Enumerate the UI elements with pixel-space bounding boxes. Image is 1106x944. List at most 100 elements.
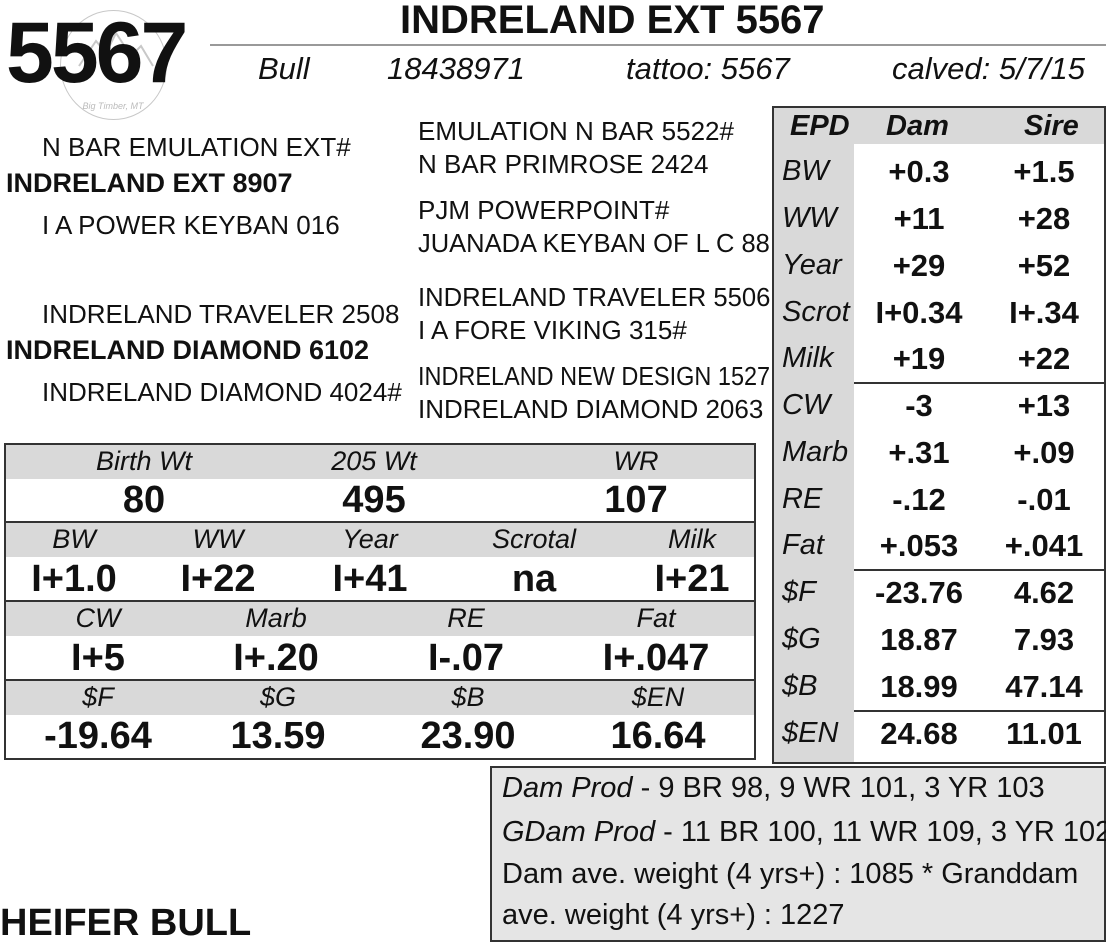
perf-label: $F bbox=[82, 682, 114, 712]
epd-dam-value: +.31 bbox=[888, 435, 950, 470]
epd-dam-value: 18.99 bbox=[880, 669, 958, 704]
epd-row: CW -3 +13 bbox=[774, 384, 1104, 430]
dam-production-text: - 9 BR 98, 9 WR 101, 3 YR 103 bbox=[632, 772, 1045, 804]
pedigree-sd-sire: PJM POWERPOINT# bbox=[418, 195, 670, 225]
perf-label: Scrotal bbox=[491, 524, 577, 554]
epd-dam-value: +0.3 bbox=[888, 154, 950, 189]
epd-row-name: BW bbox=[782, 155, 829, 187]
perf-value: 23.90 bbox=[420, 715, 516, 757]
epd-sire-value: +52 bbox=[1017, 248, 1071, 283]
perf-value: 107 bbox=[604, 479, 668, 521]
dam-production: Dam Prod - 9 BR 98, 9 WR 101, 3 YR 103 bbox=[502, 772, 1045, 805]
perf-label: $B bbox=[451, 682, 485, 712]
epd-row: Scrot I+0.34 I+.34 bbox=[774, 291, 1104, 337]
perf-value: I+5 bbox=[71, 637, 125, 679]
epd-row-name: Scrot bbox=[782, 296, 850, 328]
perf-value: na bbox=[511, 558, 557, 600]
epd-row: $F -23.76 4.62 bbox=[774, 571, 1104, 617]
epd-row-name: Milk bbox=[782, 342, 834, 374]
lot-number: 5567 bbox=[6, 5, 188, 101]
epd-dam-value: I+0.34 bbox=[875, 295, 963, 330]
epd-sire-value: 11.01 bbox=[1006, 716, 1082, 751]
perf-label: $G bbox=[259, 682, 297, 712]
sex: Bull bbox=[258, 51, 310, 86]
pedigree-dam: INDRELAND DIAMOND 6102 bbox=[6, 335, 370, 365]
epd-sire-value: 7.93 bbox=[1013, 622, 1075, 657]
perf-label: Fat bbox=[636, 603, 676, 633]
epd-row: Marb +.31 +.09 bbox=[774, 431, 1104, 477]
pedigree-ds-sire: INDRELAND TRAVELER 5506 bbox=[418, 282, 771, 312]
perf-value: 80 bbox=[122, 479, 166, 521]
epd-row: Milk +19 +22 bbox=[774, 337, 1104, 383]
pedigree-dam-dam: INDRELAND DIAMOND 4024# bbox=[42, 377, 402, 407]
epd-row-name: $EN bbox=[782, 717, 839, 749]
epd-row-name: Marb bbox=[782, 436, 849, 468]
dam-production-label: Dam Prod bbox=[502, 772, 633, 804]
production-box: Dam Prod - 9 BR 98, 9 WR 101, 3 YR 103 G… bbox=[490, 766, 1106, 942]
perf-label: CW bbox=[75, 603, 121, 633]
perf-value: I+.20 bbox=[233, 637, 319, 679]
epd-row: Fat +.053 +.041 bbox=[774, 524, 1104, 570]
perf-label: Milk bbox=[668, 524, 716, 554]
perf-label: WR bbox=[613, 446, 659, 476]
dam-weight-line: Dam ave. weight (4 yrs+) : 1085 * Grandd… bbox=[502, 858, 1079, 890]
perf-label: Year bbox=[342, 524, 398, 554]
pedigree-sire-sire: N BAR EMULATION EXT# bbox=[42, 132, 351, 162]
epd-dam-value: -23.76 bbox=[875, 575, 963, 610]
epd-dam-value: +19 bbox=[892, 341, 946, 376]
perf-value: 13.59 bbox=[230, 715, 326, 757]
pedigree-dd-sire: INDRELAND NEW DESIGN 1527 bbox=[418, 361, 771, 391]
pedigree-sire: INDRELAND EXT 8907 bbox=[6, 168, 293, 198]
epd-row-name: $G bbox=[782, 623, 821, 655]
pedigree-sd-dam: JUANADA KEYBAN OF L C 88 bbox=[418, 228, 770, 258]
epd-sire-value: +28 bbox=[1017, 201, 1071, 236]
performance-table: Birth Wt 205 Wt WR 80 495 107 BW WW Year… bbox=[4, 443, 756, 760]
perf-value: 16.64 bbox=[610, 715, 706, 757]
perf-label: BW bbox=[52, 524, 96, 554]
epd-row-name: $F bbox=[782, 576, 816, 608]
perf-value: I+21 bbox=[654, 558, 730, 600]
ranch-logo: Big Timber, MT bbox=[60, 10, 167, 120]
pedigree-ds-dam: I A FORE VIKING 315# bbox=[418, 315, 687, 345]
epd-table: EPD Dam Sire BW +0.3 +1.5 WW +11 +28 Year +29… bbox=[772, 106, 1106, 764]
epd-sire-value: +1.5 bbox=[1013, 154, 1075, 189]
perf-label: Marb bbox=[245, 603, 307, 633]
epd-header-dam: Dam bbox=[886, 110, 949, 142]
pedigree-sire-dam: I A POWER KEYBAN 016 bbox=[42, 210, 340, 240]
epd-sire-value: 47.14 bbox=[1005, 669, 1083, 704]
granddam-production-text: - 11 BR 100, 11 WR 109, 3 YR 102 bbox=[655, 816, 1106, 848]
perf-label: $EN bbox=[631, 682, 685, 712]
perf-value: 495 bbox=[342, 479, 406, 521]
epd-row: $B 18.99 47.14 bbox=[774, 665, 1104, 711]
granddam-weight-line: ave. weight (4 yrs+) : 1227 bbox=[502, 899, 845, 931]
pedigree-dd-dam: INDRELAND DIAMOND 2063 bbox=[418, 394, 764, 424]
epd-dam-value: +11 bbox=[893, 201, 945, 236]
epd-dam-value: +29 bbox=[892, 248, 946, 283]
epd-sire-value: 4.62 bbox=[1013, 575, 1075, 610]
perf-value: I+.047 bbox=[602, 637, 710, 679]
granddam-production: GDam Prod - 11 BR 100, 11 WR 109, 3 YR 1… bbox=[502, 816, 1106, 849]
epd-sire-value: +.041 bbox=[1004, 528, 1084, 563]
epd-row: WW +11 +28 bbox=[774, 197, 1104, 243]
perf-label: Birth Wt bbox=[95, 446, 192, 476]
perf-value: I-.07 bbox=[427, 637, 505, 679]
epd-row: $G 18.87 7.93 bbox=[774, 618, 1104, 664]
epd-dam-value: +.053 bbox=[879, 528, 959, 563]
epd-row: BW +0.3 +1.5 bbox=[774, 150, 1104, 196]
epd-row: RE -.12 -.01 bbox=[774, 478, 1104, 524]
epd-dam-value: -.12 bbox=[892, 482, 946, 517]
tattoo: tattoo: 5567 bbox=[626, 51, 790, 86]
perf-label: 205 Wt bbox=[331, 446, 417, 476]
epd-row-name: WW bbox=[782, 202, 837, 234]
epd-row-name: Year bbox=[782, 249, 842, 281]
perf-label: RE bbox=[447, 603, 485, 633]
perf-value: I+22 bbox=[180, 558, 256, 600]
granddam-production-label: GDam Prod bbox=[502, 816, 656, 848]
animal-name: INDRELAND EXT 5567 bbox=[400, 0, 825, 42]
epd-row-name: Fat bbox=[782, 529, 824, 561]
epd-sire-value: -.01 bbox=[1017, 482, 1071, 517]
epd-row-name: $B bbox=[782, 670, 818, 702]
epd-sire-value: +13 bbox=[1017, 388, 1071, 423]
epd-dam-value: -3 bbox=[905, 388, 933, 423]
epd-dam-value: 18.87 bbox=[880, 622, 958, 657]
